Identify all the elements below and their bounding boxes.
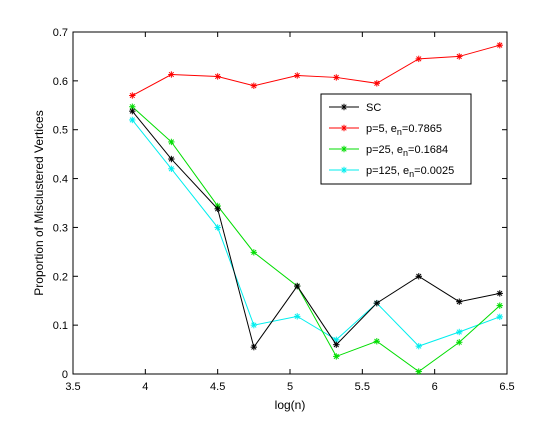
data-point: [496, 41, 503, 49]
data-point: [496, 302, 503, 309]
data-point: [333, 74, 340, 81]
plot-area: [72, 31, 508, 375]
y-tick-label: 0.6: [53, 76, 68, 88]
y-tick-label: 0.3: [53, 222, 68, 234]
x-axis-label: log(n): [275, 398, 306, 412]
legend: SC p=5, en=0.7865 p=25, en=0.1684 p=125, en…: [320, 93, 472, 185]
data-point: [294, 72, 301, 79]
x-tick-label: 5.5: [355, 381, 370, 393]
legend-swatch-marker: [340, 145, 348, 153]
data-point: [168, 138, 175, 146]
series-line: [132, 44, 500, 96]
data-point: [496, 290, 503, 297]
data-point: [373, 299, 380, 307]
data-point: [168, 165, 175, 172]
series-1: [129, 41, 503, 99]
data-point: [129, 107, 136, 115]
series-line: [131, 110, 500, 349]
data-point: [129, 116, 136, 124]
legend-label: p=125, en=0.0025: [366, 165, 454, 179]
data-point: [129, 103, 136, 110]
y-tick-label: 0: [62, 369, 68, 381]
data-point: [415, 368, 422, 375]
y-tick-label: 0.1: [53, 320, 68, 332]
y-tick-label: 0.4: [53, 174, 68, 186]
data-point: [129, 92, 136, 99]
data-point: [373, 80, 380, 87]
x-tick-label: 3.5: [65, 381, 80, 393]
legend-label: p=25, en=0.1684: [366, 144, 448, 158]
data-point: [456, 339, 463, 346]
legend-item: p=125, en=0.0025: [329, 165, 454, 179]
data-point: [294, 313, 301, 320]
data-point: [333, 336, 340, 343]
legend-item: SC: [329, 102, 381, 114]
y-tick-label: 0.7: [53, 27, 68, 39]
legend-swatch-marker: [340, 166, 348, 174]
data-point: [214, 73, 221, 80]
series-3: [129, 116, 503, 350]
series-line: [131, 106, 501, 373]
series-layer: [129, 41, 503, 375]
data-point: [456, 298, 463, 305]
series-line: [131, 119, 500, 347]
data-point: [168, 155, 175, 163]
x-axis-ticks: 3.5 4 4.5 5 5.5 6 6.5: [65, 32, 515, 393]
legend-swatch-marker: [340, 103, 348, 111]
data-point: [250, 249, 258, 256]
legend-swatch-marker: [340, 124, 348, 132]
data-point: [333, 353, 340, 360]
data-point: [250, 343, 258, 351]
y-axis-label: Proportion of Misclustered Vertices: [32, 110, 46, 295]
y-tick-label: 0.5: [53, 125, 68, 137]
data-point: [250, 82, 258, 89]
data-point: [456, 53, 463, 60]
data-point: [456, 328, 463, 336]
data-point: [294, 282, 301, 290]
legend-label: p=5, en=0.7865: [366, 123, 442, 137]
data-point: [168, 71, 175, 78]
data-point: [415, 342, 422, 350]
legend-item: p=25, en=0.1684: [329, 144, 448, 158]
data-point: [214, 224, 221, 231]
data-point: [496, 313, 503, 321]
x-tick-label: 4: [142, 381, 148, 393]
y-tick-label: 0.2: [53, 271, 68, 283]
x-tick-label: 6: [432, 381, 438, 393]
x-tick-label: 5: [287, 381, 293, 393]
data-point: [214, 205, 221, 213]
data-point: [373, 338, 380, 345]
series-0: [129, 107, 503, 351]
x-tick-label: 4.5: [210, 381, 225, 393]
legend-label: SC: [366, 102, 381, 114]
data-point: [415, 55, 422, 63]
data-point: [415, 273, 422, 280]
legend-item: p=5, en=0.7865: [329, 123, 442, 137]
data-point: [333, 341, 340, 348]
data-point: [250, 321, 258, 329]
x-tick-label: 6.5: [499, 381, 514, 393]
y-axis-ticks: 0 0.1 0.2 0.3 0.4 0.5 0.6 0.7: [53, 27, 507, 381]
